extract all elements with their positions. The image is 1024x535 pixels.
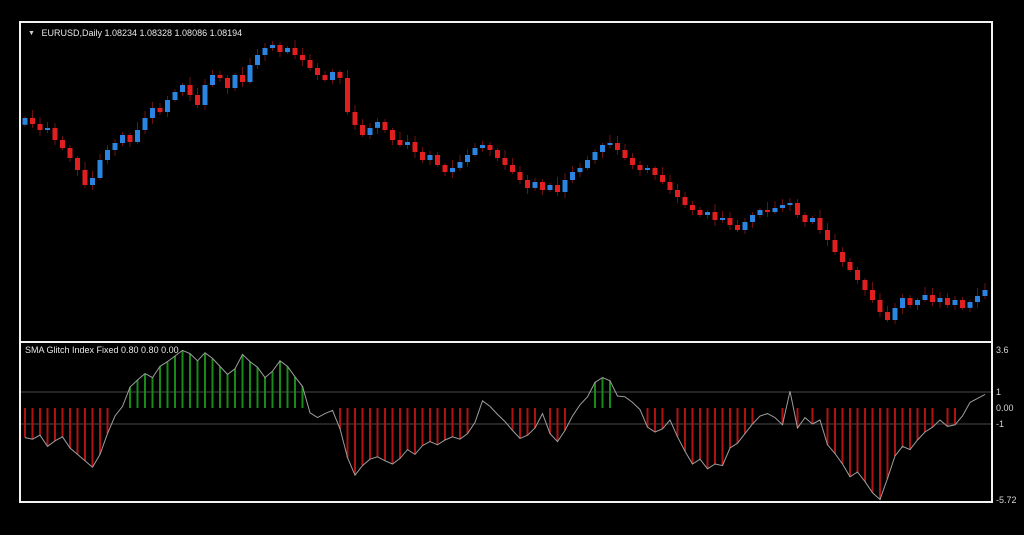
indicator-axis-label: -1: [996, 419, 1005, 429]
indicator-line: [24, 349, 986, 501]
panel-separator[interactable]: [21, 341, 991, 343]
chart-window[interactable]: ▼ EURUSD,Daily 1.08234 1.08328 1.08086 1…: [19, 21, 993, 503]
indicator-name-label: SMA Glitch Index Fixed 0.80 0.80 0.00: [25, 345, 179, 355]
chart-expand-icon[interactable]: ▼: [28, 30, 35, 37]
price-chart-panel[interactable]: ▼ EURUSD,Daily 1.08234 1.08328 1.08086 1…: [21, 23, 991, 341]
indicator-axis-label: -5.72: [996, 494, 1017, 505]
candlesticks: [22, 40, 988, 324]
indicator-axis-label: 1: [996, 387, 1002, 397]
indicator-axis-label: 0.00: [996, 403, 1014, 413]
indicator-histogram: [24, 350, 956, 500]
price-chart-canvas[interactable]: [21, 23, 991, 341]
chart-ohlc-readout: 1.08234 1.08328 1.08086 1.08194: [104, 28, 243, 38]
chart-symbol-period: EURUSD,Daily: [41, 28, 102, 38]
chart-title-bar: ▼ EURUSD,Daily 1.08234 1.08328 1.08086 1…: [28, 28, 242, 38]
indicator-axis-label: 3.6: [996, 345, 1009, 356]
indicator-panel[interactable]: SMA Glitch Index Fixed 0.80 0.80 0.00: [21, 343, 991, 501]
indicator-chart-canvas[interactable]: [21, 343, 991, 501]
